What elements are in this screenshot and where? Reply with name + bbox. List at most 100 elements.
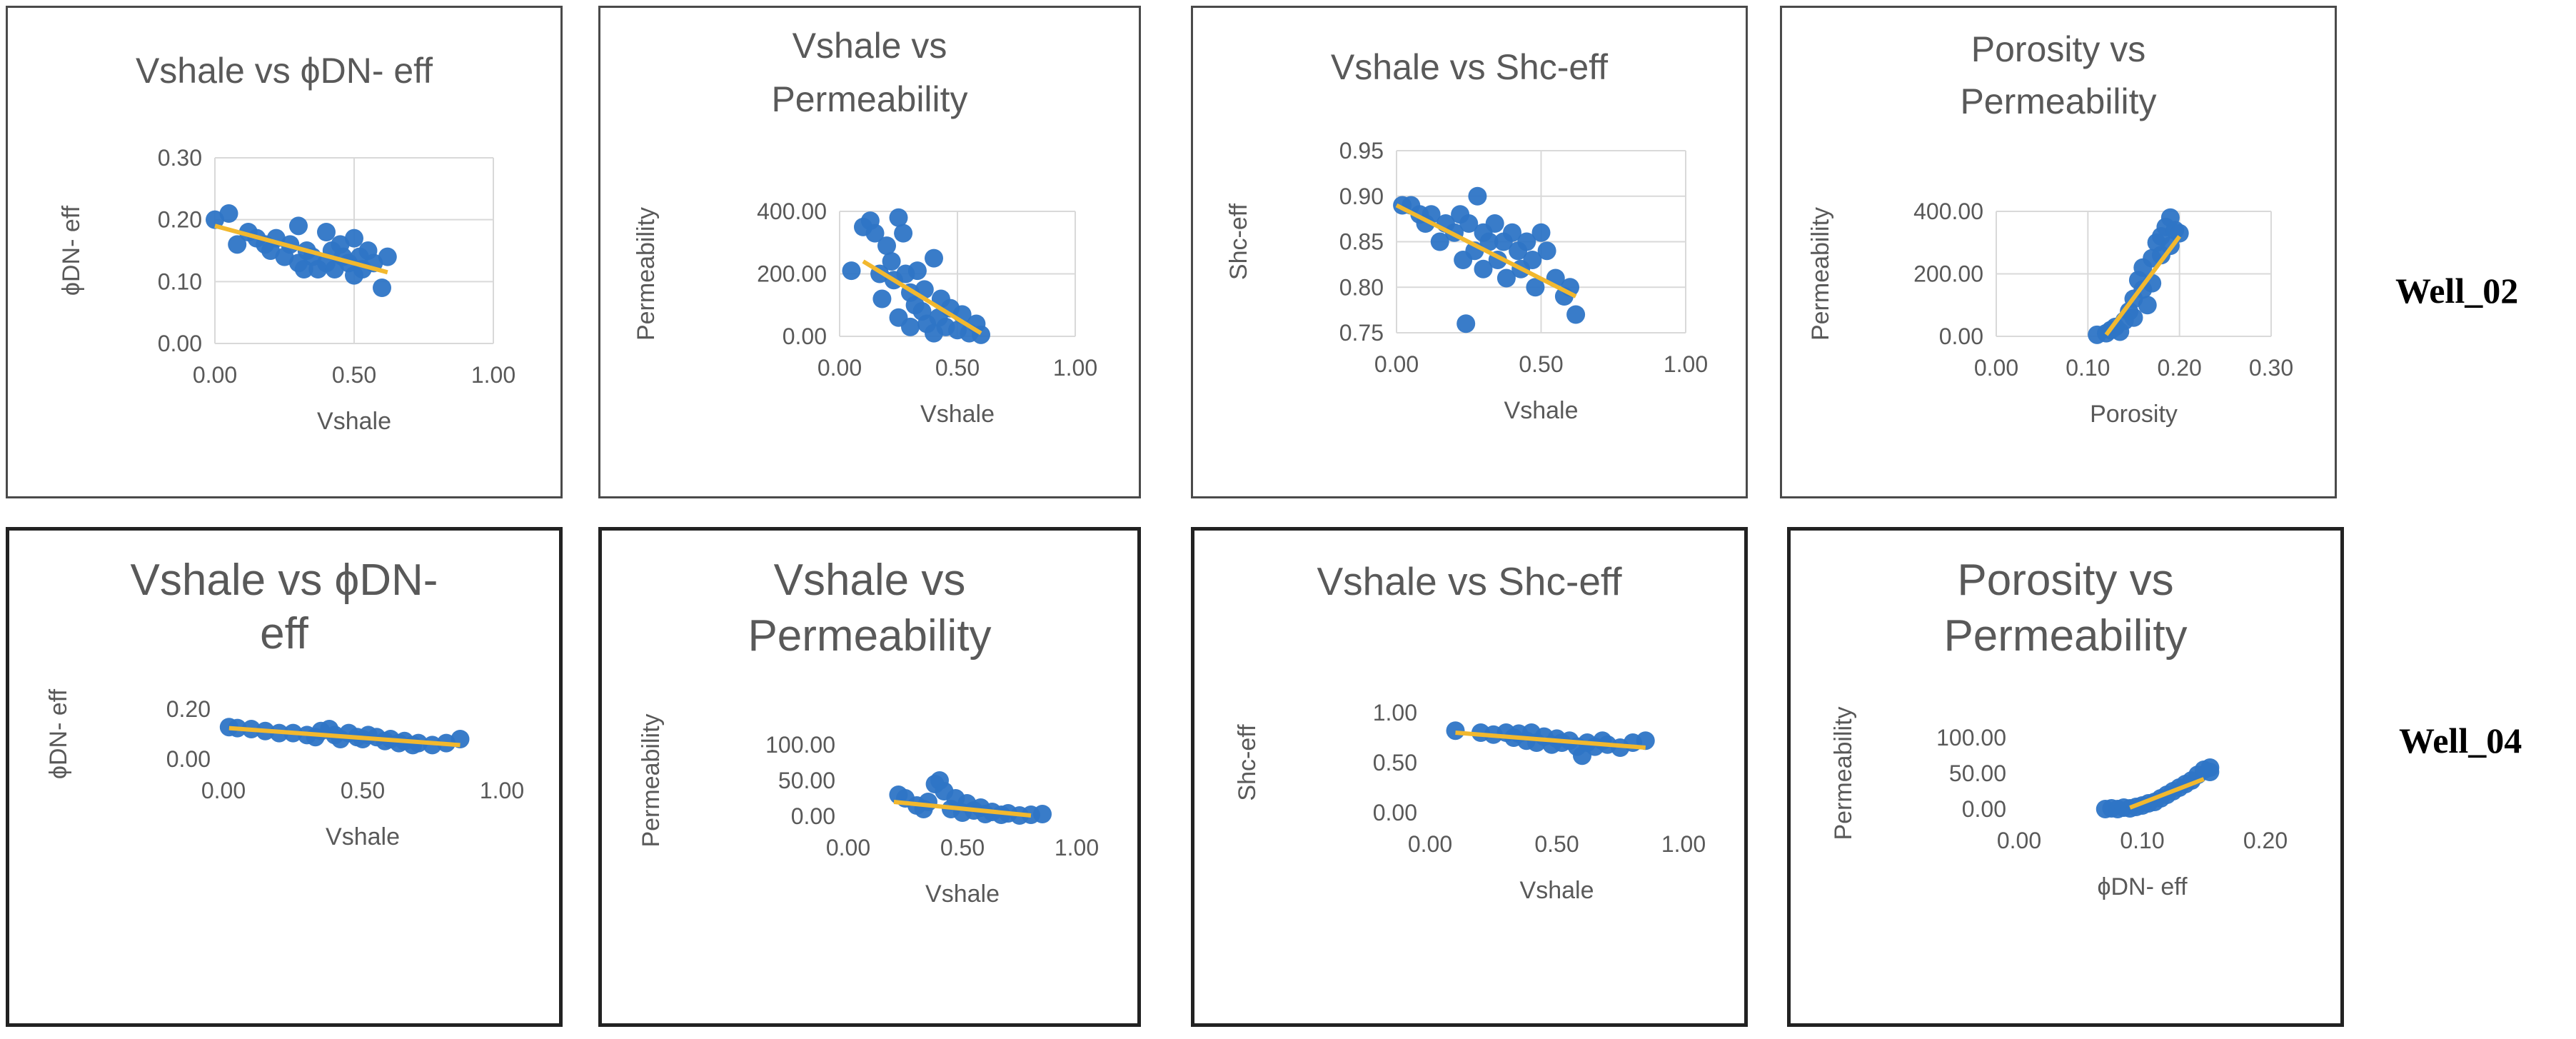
x-tick-label: 0.20: [2243, 828, 2288, 853]
y-tick-label: 50.00: [1949, 761, 2006, 786]
data-point: [378, 247, 397, 266]
x-axis-label: Vshale: [317, 408, 391, 435]
y-tick-label: 200.00: [1913, 261, 1983, 287]
x-tick-label: 0.00: [1974, 355, 2018, 381]
chart-svg-4: Porosity vs Permeability 0.00 200.00 400.00 0…: [1807, 29, 2293, 428]
y-tick-label: 0.30: [158, 145, 202, 171]
y-tick-label: 200.00: [757, 261, 827, 287]
data-point: [1446, 721, 1465, 741]
chart-svg-5: Vshale vs ϕDN-eff 0.00 0.20 0.00 0.50 1.00 Vsh…: [45, 556, 524, 850]
y-tick-label: 0.00: [791, 803, 835, 829]
y-tick-label: 0.00: [158, 331, 202, 356]
data-point: [919, 793, 937, 811]
x-axis-label: Vshale: [1504, 397, 1579, 424]
data-point: [901, 317, 920, 336]
chart-title-line: Vshale vs: [793, 26, 947, 66]
y-tick-label: 400.00: [1913, 199, 1983, 224]
x-axis-label: Vshale: [925, 880, 1000, 908]
chart-title-line: Porosity vs: [1971, 29, 2146, 69]
y-tick-label: 0.20: [158, 207, 202, 233]
chart-title-line: Permeability: [1943, 611, 2187, 661]
y-tick-label: 0.90: [1339, 184, 1384, 209]
trendline: [214, 224, 388, 275]
y-tick-label: 100.00: [1936, 725, 2006, 751]
data-point: [2138, 296, 2157, 315]
chart-svg-6: Vshale vs Permeability 0.00 50.00 100.00 0.00…: [638, 556, 1099, 908]
y-axis-label: Shc-eff: [1225, 203, 1252, 280]
chart-svg-7: Vshale vs Shc-eff 0.00 0.50 1.00 0.00 0.50 1.0…: [1234, 559, 1706, 904]
x-tick-label: 1.00: [480, 778, 524, 803]
data-point: [1033, 805, 1052, 823]
data-point: [1537, 241, 1556, 261]
y-tick-label: 0.00: [166, 746, 211, 772]
data-point: [1468, 186, 1487, 206]
chart-title-line: Vshale vs ϕDN-: [131, 556, 438, 605]
x-tick-label: 1.00: [1664, 351, 1708, 377]
trendline: [228, 726, 461, 748]
data-point: [206, 210, 224, 229]
data-point: [373, 278, 391, 297]
x-tick-label: 0.00: [193, 362, 237, 388]
x-tick-label: 0.10: [2120, 828, 2164, 853]
data-point: [889, 208, 908, 227]
chart-title-line: Vshale vs ϕDN- eff: [136, 51, 433, 91]
chart-title-line: Porosity vs: [1957, 556, 2173, 605]
data-point: [219, 204, 238, 223]
data-point: [1531, 223, 1551, 242]
x-tick-label: 1.00: [1053, 355, 1097, 381]
chart-panel-7: Vshale vs Shc-eff 0.00 0.50 1.00 0.00 0.50 1.0…: [1191, 527, 1748, 1027]
trendline: [893, 800, 1032, 818]
trendline: [2104, 235, 2182, 336]
trendline: [862, 259, 982, 336]
data-point: [345, 229, 363, 248]
data-point: [894, 224, 913, 243]
chart-panel-2: Vshale vs Permeability 0.00 200.00 400.00 0.0…: [598, 6, 1141, 498]
x-tick-label: 0.00: [1997, 828, 2041, 853]
data-point: [1474, 259, 1493, 278]
chart-title-line: Permeability: [771, 79, 967, 119]
trendline: [2129, 777, 2205, 810]
data-point: [925, 249, 943, 268]
x-tick-label: 0.50: [1519, 351, 1563, 377]
chart-svg-8: Porosity vs Permeability 0.00 50.00 100.00 0.…: [1830, 556, 2288, 900]
data-point: [1485, 214, 1504, 233]
data-point: [865, 224, 885, 243]
chart-panel-5: Vshale vs ϕDN-eff 0.00 0.20 0.00 0.50 1.00 Vsh…: [6, 527, 563, 1027]
data-point: [1503, 223, 1521, 242]
chart-title-line: Vshale vs: [774, 556, 966, 605]
chart-svg-2: Vshale vs Permeability 0.00 200.00 400.00 0.0…: [633, 26, 1097, 428]
y-tick-label: 50.00: [778, 768, 835, 793]
y-axis-label: Shc-eff: [1234, 724, 1261, 801]
chart-svg-1: Vshale vs ϕDN- eff 0.00 0.10 0.20 0.30 0.00 0.…: [58, 51, 515, 435]
y-tick-label: 1.00: [1373, 700, 1417, 726]
x-tick-label: 0.50: [935, 355, 980, 381]
chart-title-line: Permeability: [1960, 81, 2156, 121]
x-tick-label: 0.50: [940, 835, 985, 860]
x-tick-label: 0.00: [817, 355, 862, 381]
well-label-02: Well_02: [2395, 271, 2519, 311]
chart-panel-6: Vshale vs Permeability 0.00 50.00 100.00 0.00…: [598, 527, 1141, 1027]
trendline: [1395, 203, 1577, 298]
x-tick-label: 0.10: [2066, 355, 2110, 381]
x-tick-label: 0.00: [1374, 351, 1419, 377]
well-label-04: Well_04: [2399, 721, 2522, 761]
data-point: [1517, 232, 1536, 251]
data-point: [1526, 278, 1545, 297]
data-point: [2124, 308, 2143, 327]
data-point: [907, 261, 927, 281]
data-point: [289, 216, 308, 236]
chart-panel-1: Vshale vs ϕDN- eff 0.00 0.10 0.20 0.30 0.00 0.…: [6, 6, 563, 498]
y-tick-label: 0.00: [1939, 323, 1983, 349]
data-point: [2170, 224, 2189, 243]
data-point: [228, 235, 247, 254]
data-point: [872, 289, 892, 308]
x-tick-label: 0.00: [201, 778, 246, 803]
data-point: [1430, 232, 1449, 251]
x-tick-label: 0.00: [1408, 831, 1452, 857]
x-axis-label: Vshale: [326, 823, 400, 850]
chart-panel-3: Vshale vs Shc-eff 0.75 0.80 0.85 0.90 0.95 0.0…: [1191, 6, 1748, 498]
x-axis-label: Vshale: [920, 401, 995, 428]
chart-title-line: Permeability: [748, 611, 991, 661]
chart-title-line: Vshale vs Shc-eff: [1331, 47, 1608, 87]
x-axis-label: Porosity: [2090, 401, 2178, 428]
